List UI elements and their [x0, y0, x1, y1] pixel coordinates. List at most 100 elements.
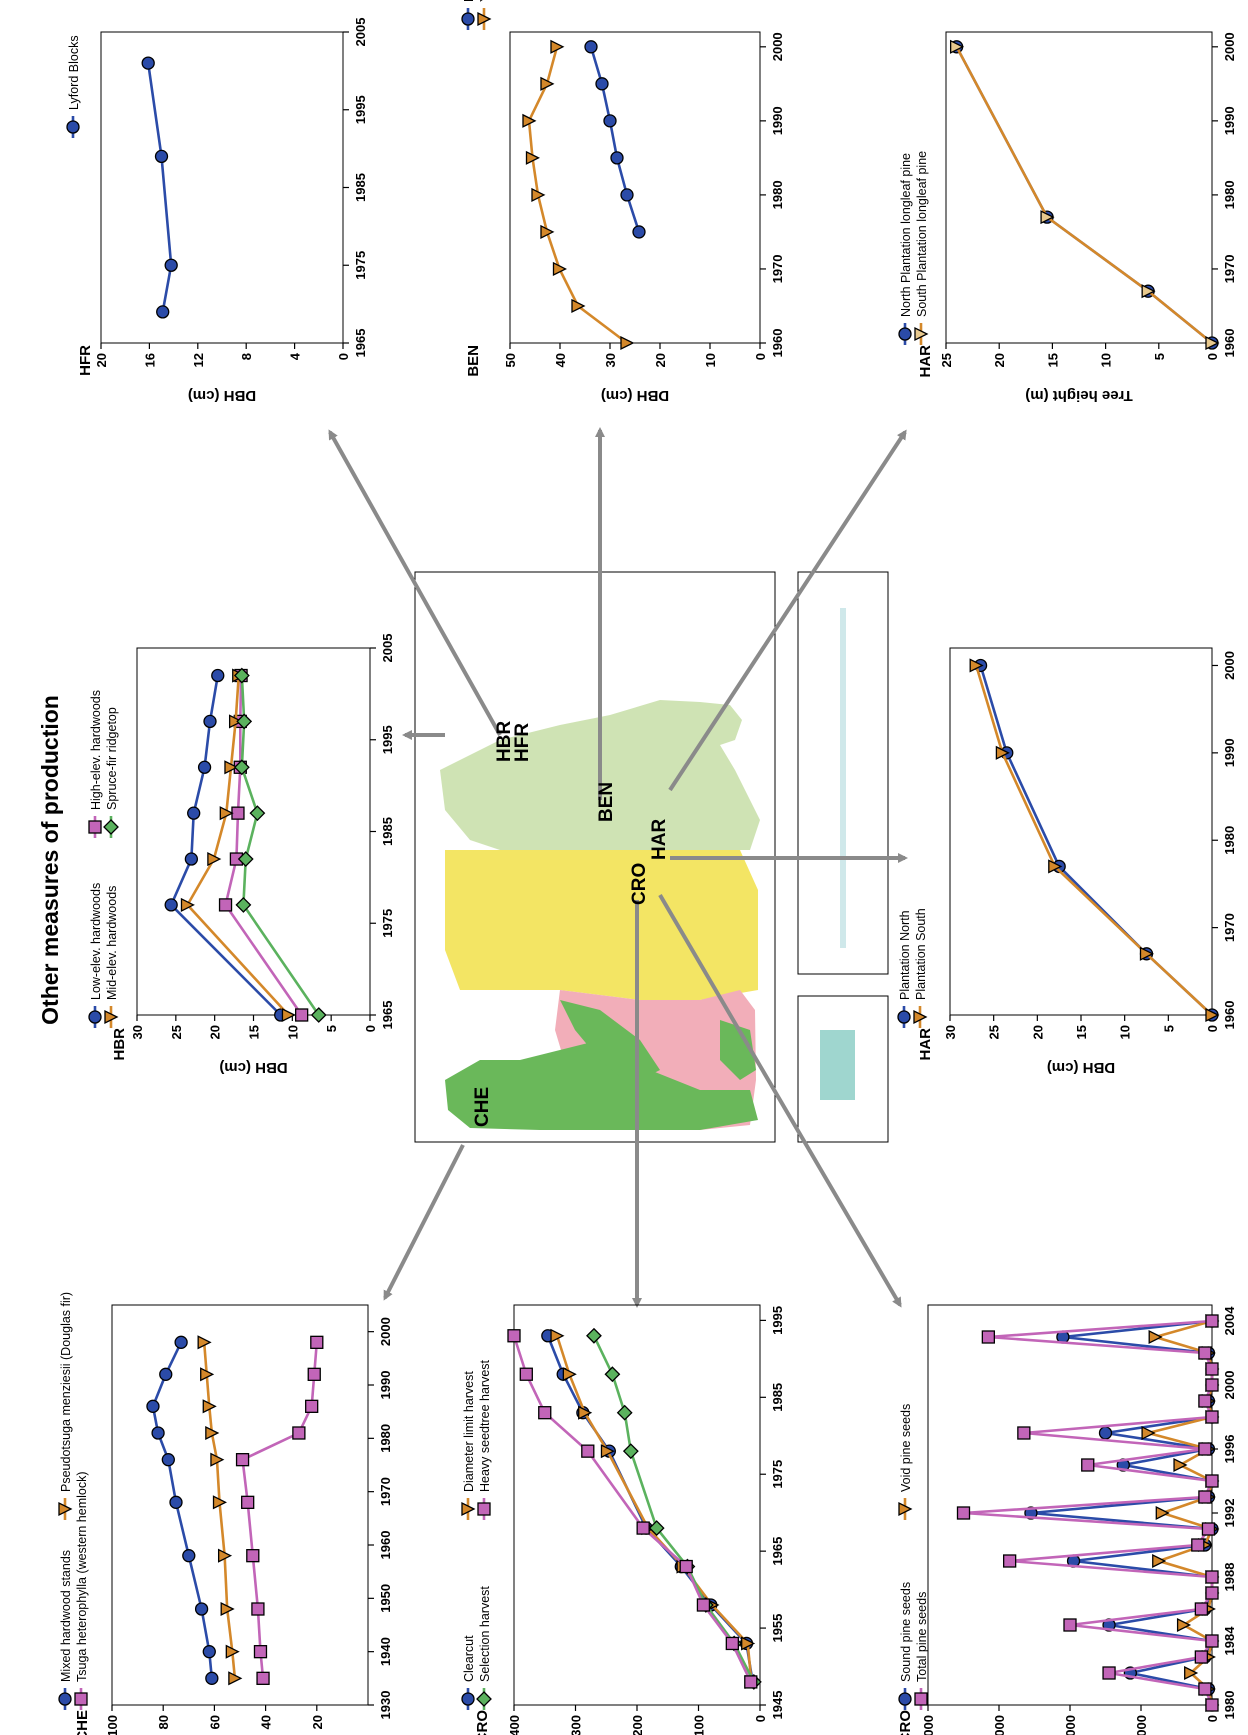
y-tick-label: 20 — [208, 1025, 223, 1039]
data-point — [182, 1549, 196, 1563]
panel-site-label: CHE — [74, 1710, 91, 1735]
map-hawaii-shape — [840, 608, 846, 948]
data-point — [636, 1521, 650, 1535]
series-line-0 — [151, 1341, 214, 1679]
series-line-2 — [963, 1319, 1215, 1706]
y-tick-label: 25 — [939, 353, 954, 367]
data-point — [1003, 1554, 1017, 1568]
data-point — [1063, 1618, 1077, 1632]
legend-marker — [461, 12, 475, 26]
us-map — [414, 571, 889, 1143]
legend-marker — [461, 1501, 476, 1517]
y-tick-label: 30 — [603, 353, 618, 367]
data-point — [603, 114, 617, 128]
x-tick-label: 1990 — [770, 106, 785, 135]
y-tick-label: 0 — [336, 353, 351, 360]
data-point — [562, 1367, 577, 1382]
y-tick-label: 10 — [285, 1025, 300, 1039]
panel-site-label: BEN — [465, 345, 482, 377]
x-tick-label: 2005 — [353, 18, 368, 47]
data-point — [194, 1602, 209, 1616]
data-point — [184, 852, 199, 866]
panel-site-label: HFR — [77, 345, 94, 376]
y-axis-label: DBH (cm) — [188, 387, 256, 404]
data-point — [235, 896, 252, 913]
legend-entry: Selection harvest — [476, 1586, 492, 1710]
data-point — [154, 149, 169, 164]
legend-entry: Void pine seeds — [898, 1404, 913, 1520]
y-tick-label: 4000 — [1063, 1715, 1078, 1735]
data-point — [203, 714, 217, 729]
x-tick-label: 2000 — [1222, 32, 1237, 61]
legend-marker — [66, 120, 80, 134]
y-tick-label: 4 — [288, 352, 303, 360]
data-point — [648, 1520, 665, 1536]
data-point — [141, 56, 155, 70]
arrow-to-hfr — [328, 429, 502, 736]
x-tick-label: 2005 — [380, 634, 395, 663]
data-point — [1205, 335, 1220, 351]
legend-label: Lyford Blocks — [67, 35, 81, 110]
data-point — [1198, 1394, 1212, 1408]
data-point — [1205, 1634, 1219, 1648]
data-point — [1205, 1586, 1219, 1600]
y-tick-label: 12 — [191, 353, 206, 367]
data-point — [1152, 1553, 1167, 1569]
legend-entry: Yellow poplar stands — [477, 0, 492, 30]
data-point — [525, 150, 540, 165]
data-point — [161, 1453, 175, 1467]
y-tick-label: 25 — [169, 1025, 184, 1039]
y-tick-label: 6000 — [992, 1715, 1007, 1735]
series-line-0 — [169, 675, 282, 1016]
data-point — [164, 258, 178, 272]
series-line-1 — [974, 665, 1213, 1016]
x-tick-label: 1930 — [378, 1691, 393, 1720]
x-tick-label: 1990 — [1222, 106, 1237, 135]
legend-entry: Low-elev. hardwoods — [88, 883, 103, 1028]
data-point — [1205, 1698, 1219, 1712]
data-point — [1205, 1474, 1219, 1488]
plot-frame — [509, 31, 761, 344]
data-point — [1205, 1362, 1219, 1376]
panel-site-label: HBR — [111, 1028, 128, 1061]
plot-frame — [945, 31, 1213, 344]
data-point — [1205, 1007, 1220, 1023]
legend-marker — [461, 1692, 475, 1706]
data-point — [305, 1399, 319, 1413]
legend-marker — [898, 327, 912, 341]
y-tick-label: 15 — [1074, 1025, 1089, 1039]
y-axis-label: DBH (cm) — [1047, 1059, 1115, 1076]
data-point — [1198, 1682, 1212, 1696]
legend-marker — [897, 1010, 911, 1024]
legend-marker — [898, 1501, 913, 1517]
legend-label: Low-elev. hardwoods — [89, 883, 103, 1000]
data-point — [217, 1548, 233, 1563]
x-tick-label: 1996 — [1222, 1435, 1237, 1464]
data-point — [995, 745, 1010, 760]
data-point — [1201, 1522, 1216, 1536]
legend-label: Spruce-fir ridgetop — [105, 707, 119, 810]
data-point — [210, 1452, 225, 1467]
y-axis-label: DBH (cm) — [219, 1059, 287, 1076]
y-axis-label: DBH (cm) — [601, 387, 669, 404]
x-tick-label: 1960 — [770, 329, 785, 358]
data-point — [256, 1671, 270, 1685]
legend-marker — [476, 1691, 492, 1707]
y-tick-label: 20 — [310, 1715, 325, 1729]
data-point — [224, 760, 239, 775]
y-tick-label: 200 — [630, 1715, 645, 1735]
x-tick-label: 1975 — [380, 909, 395, 938]
y-tick-label: 5 — [324, 1025, 339, 1032]
x-tick-label: 1965 — [770, 1537, 785, 1566]
legend-label: Void pine seeds — [899, 1404, 913, 1492]
data-point — [571, 298, 586, 314]
data-point — [295, 1008, 309, 1022]
series-line-1 — [955, 46, 1213, 345]
data-point — [174, 1335, 188, 1349]
data-point — [205, 1671, 219, 1685]
data-point — [1098, 1426, 1113, 1440]
x-tick-label: 1988 — [1222, 1563, 1237, 1592]
data-point — [696, 1598, 711, 1612]
y-tick-label: 0 — [363, 1025, 378, 1032]
